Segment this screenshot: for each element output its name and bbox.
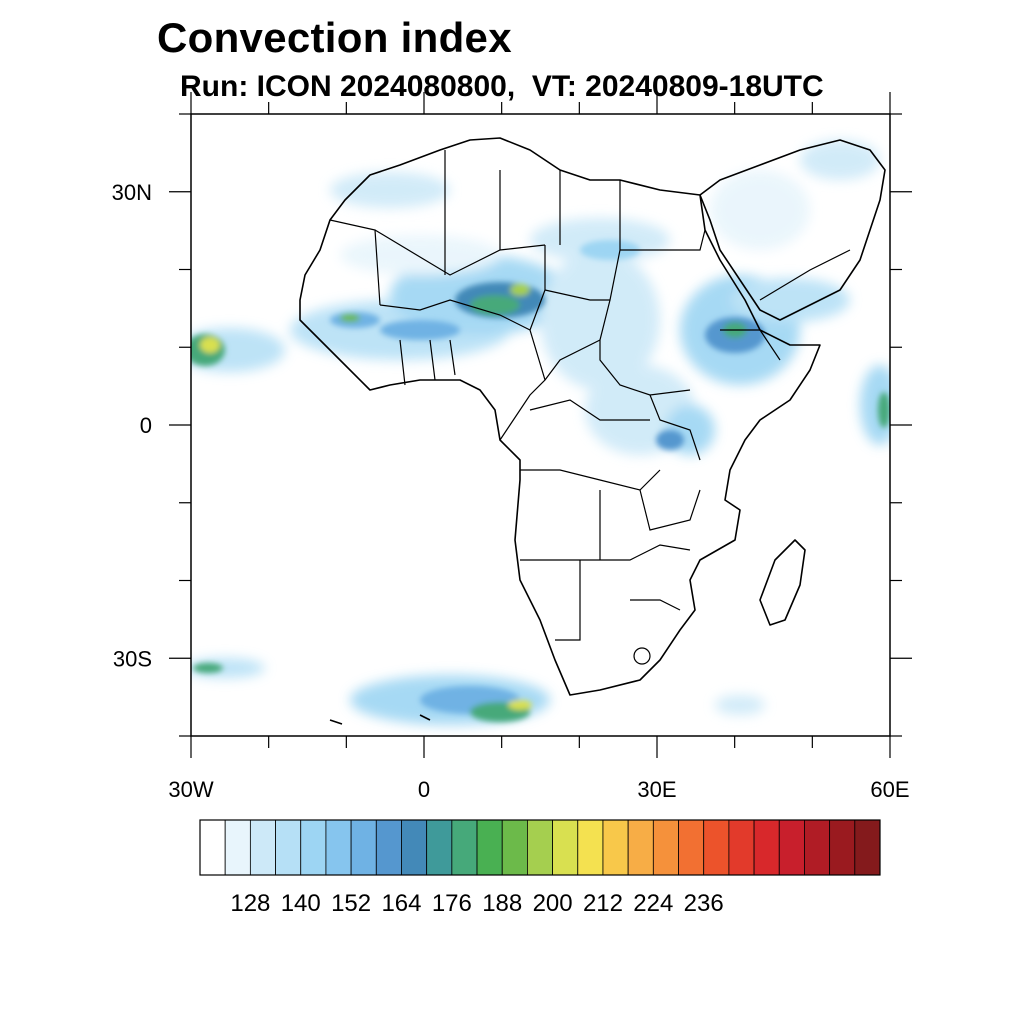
colorbar-swatch (501, 819, 528, 876)
colorbar-swatch (476, 819, 503, 876)
colorbar-swatch (577, 819, 604, 876)
plot-area (191, 114, 890, 736)
country-borders (329, 150, 851, 665)
colorbar-swatch (249, 819, 276, 876)
colorbar-label: 236 (684, 890, 724, 917)
colorbar-swatch (703, 819, 730, 876)
colorbar-swatch (678, 819, 705, 876)
x-tick-label: 0 (418, 777, 430, 802)
colorbar-label: 212 (583, 890, 623, 917)
colorbar-swatch (753, 819, 780, 876)
map-subtitle: Run: ICON 2024080800, VT: 20240809-18UTC (180, 70, 824, 103)
colorbar-swatch (778, 819, 805, 876)
colorbar-label: 128 (230, 890, 270, 917)
map-title: Convection index (157, 14, 512, 61)
colorbar-swatch (602, 819, 629, 876)
colorbar-swatch (350, 819, 377, 876)
colorbar-swatch (401, 819, 428, 876)
colorbar-swatch (199, 819, 226, 876)
colorbar-label: 188 (482, 890, 522, 917)
colorbar-swatch (375, 819, 402, 876)
colorbar-label: 164 (381, 890, 421, 917)
colorbar-frame (199, 819, 881, 876)
colorbar-label: 224 (633, 890, 673, 917)
coastlines (299, 137, 886, 725)
colorbar-swatch (854, 819, 881, 876)
colorbar-swatch (627, 819, 654, 876)
axes: 30W 0 30E 60E 30N 0 30S (112, 92, 912, 802)
colorbar-swatch (224, 819, 251, 876)
colorbar-swatch (426, 819, 453, 876)
convection-field (191, 140, 890, 725)
colorbar: 128 140 152 164 176 188 200 212 224 236 (199, 819, 881, 917)
colorbar-swatch (652, 819, 679, 876)
colorbar-swatch (728, 819, 755, 876)
colorbar-swatch (325, 819, 352, 876)
x-tick-label: 60E (870, 777, 909, 802)
colorbar-label: 152 (331, 890, 371, 917)
colorbar-swatch (300, 819, 327, 876)
y-tick-label: 0 (140, 413, 152, 438)
colorbar-swatch (527, 819, 553, 876)
y-tick-label: 30S (113, 646, 152, 671)
colorbar-swatch (275, 819, 302, 876)
colorbar-label: 176 (432, 890, 472, 917)
colorbar-swatch (451, 819, 478, 876)
colorbar-label: 140 (281, 890, 321, 917)
x-tick-label: 30E (637, 777, 676, 802)
colorbar-swatch (829, 819, 856, 876)
y-tick-label: 30N (112, 180, 152, 205)
x-tick-label: 30W (168, 777, 213, 802)
colorbar-label: 200 (533, 890, 573, 917)
colorbar-swatch (552, 819, 579, 876)
colorbar-swatch (804, 819, 831, 876)
